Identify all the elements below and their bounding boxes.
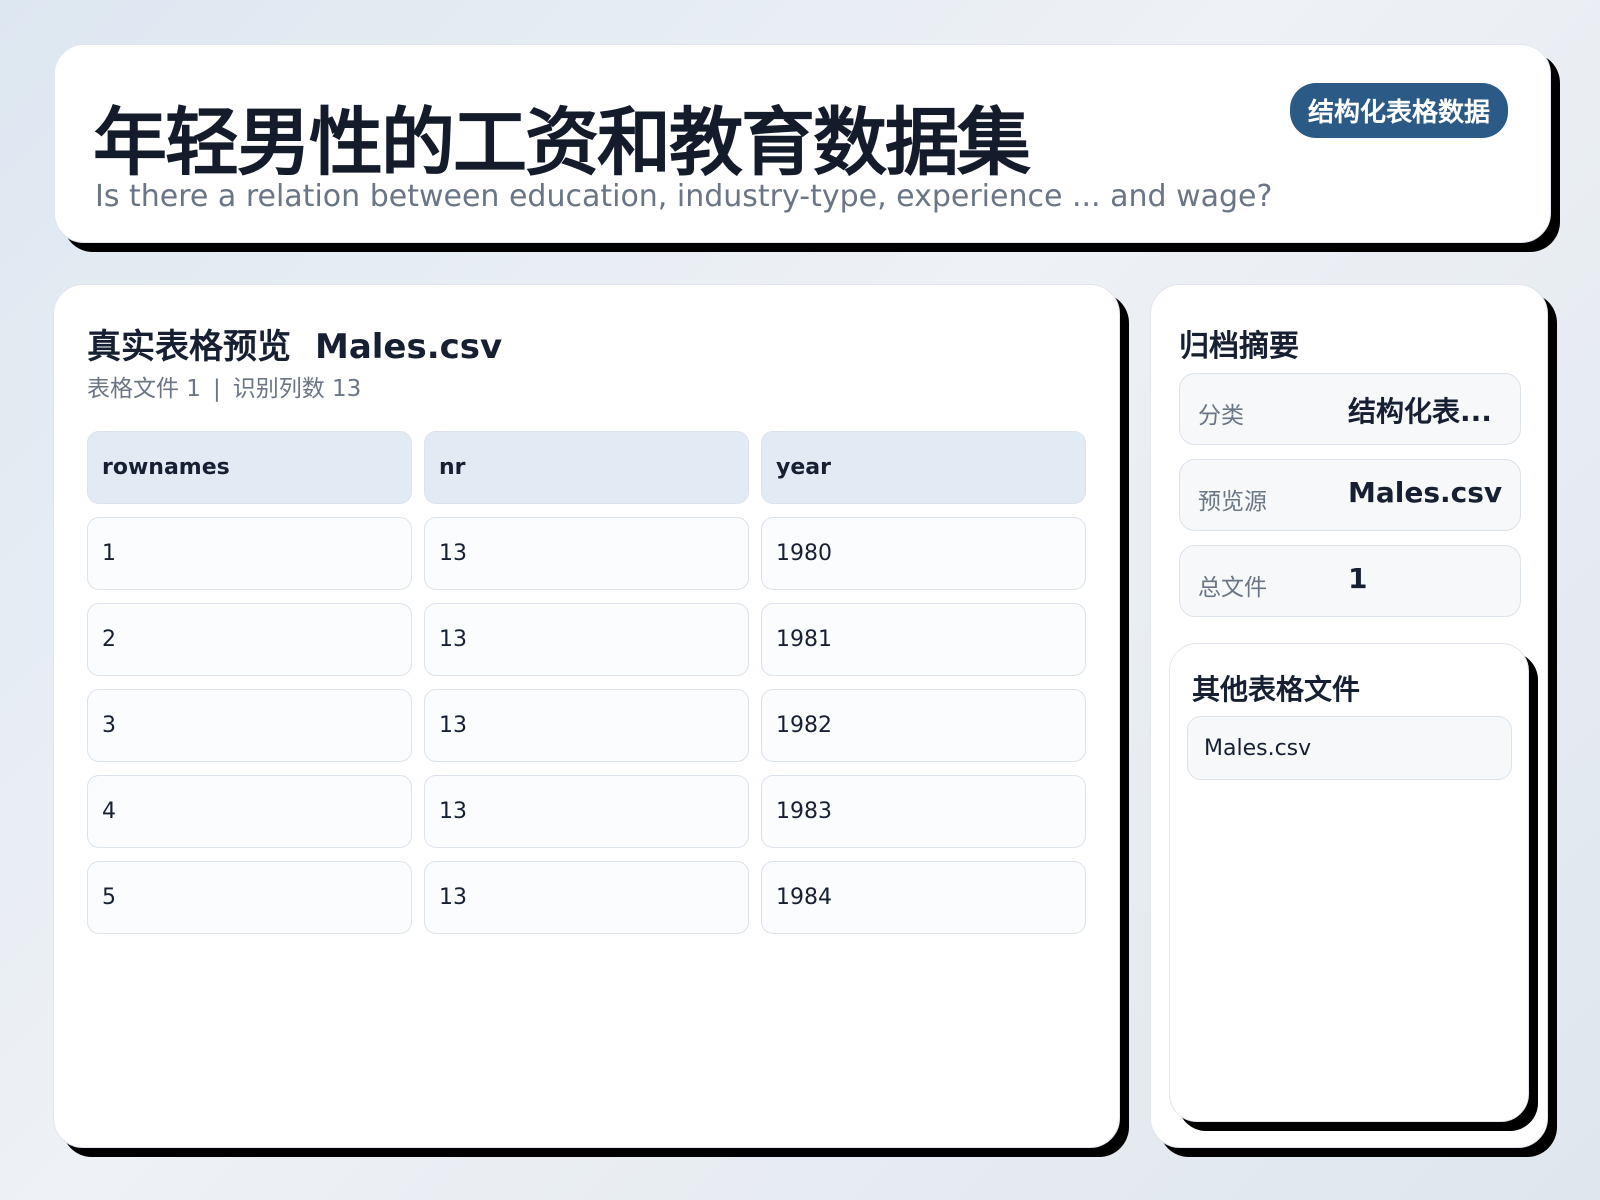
table-cell: 5	[87, 861, 412, 934]
title: 年轻男性的工资和教育数据集	[93, 100, 1031, 186]
summary-label: 预览源	[1198, 489, 1267, 515]
file-item[interactable]: Males.csv	[1187, 716, 1512, 780]
summary-value: 结构化表...	[1348, 395, 1492, 428]
summary-item: 分类 结构化表...	[1179, 373, 1521, 445]
table-cell: 1981	[761, 603, 1086, 676]
table: rownames nr year 1 13 1980 2 13 1981 3 13 1982 4 13 19…	[87, 431, 1086, 934]
header-card: 年轻男性的工资和教育数据集 Is there a relation betwee…	[54, 44, 1551, 243]
table-cell: 4	[87, 775, 412, 848]
summary-value: Males.csv	[1348, 476, 1503, 509]
table-cell: 1	[87, 517, 412, 590]
column-header: rownames	[87, 431, 412, 504]
summary-item: 预览源 Males.csv	[1179, 459, 1521, 531]
preview-title: 真实表格预览	[87, 327, 291, 367]
summary-value: 1	[1348, 562, 1368, 595]
table-cell: 1980	[761, 517, 1086, 590]
summary-title: 归档摘要	[1179, 329, 1299, 364]
preview-card: 真实表格预览 Males.csv 表格文件 1 | 识别列数 13 rownames n…	[53, 284, 1120, 1148]
meta-item: 表格文件 1	[87, 376, 201, 402]
column-header: year	[761, 431, 1086, 504]
table-cell: 2	[87, 603, 412, 676]
table-cell: 13	[424, 517, 749, 590]
table-cell: 13	[424, 775, 749, 848]
other-files-card: 其他表格文件 Males.csv	[1169, 643, 1529, 1122]
table-cell: 3	[87, 689, 412, 762]
summary-label: 总文件	[1198, 575, 1267, 601]
table-cell: 13	[424, 861, 749, 934]
preview-heading: 真实表格预览 Males.csv	[87, 319, 502, 368]
meta: 表格文件 1 | 识别列数 13	[87, 369, 373, 403]
summary-label: 分类	[1198, 403, 1244, 429]
meta-item: 识别列数 13	[232, 376, 362, 402]
table-cell: 13	[424, 603, 749, 676]
table-cell: 1983	[761, 775, 1086, 848]
table-cell: 1982	[761, 689, 1086, 762]
separator: |	[212, 376, 221, 402]
filename: Males.csv	[315, 327, 503, 367]
badge: 结构化表格数据	[1289, 83, 1508, 138]
column-header: nr	[424, 431, 749, 504]
subtitle: Is there a relation between education, i…	[95, 179, 1273, 214]
summary-item: 总文件 1	[1179, 545, 1521, 617]
table-cell: 13	[424, 689, 749, 762]
table-cell: 1984	[761, 861, 1086, 934]
other-files-title: 其他表格文件	[1192, 673, 1361, 706]
